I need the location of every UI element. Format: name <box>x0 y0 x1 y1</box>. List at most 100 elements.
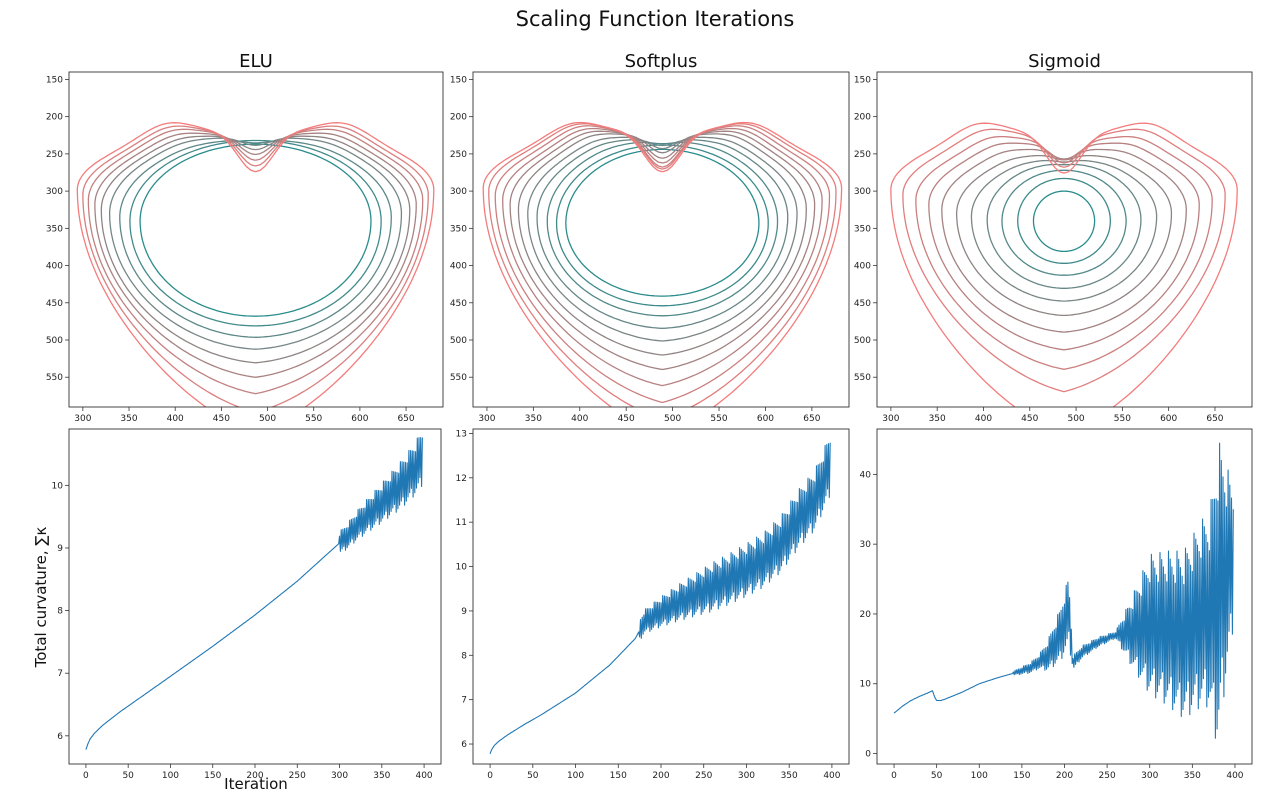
y-tick-label: 300 <box>854 187 871 197</box>
x-tick-label: 400 <box>1226 771 1243 781</box>
y-tick-label: 9 <box>461 607 467 617</box>
series-line <box>85 437 423 750</box>
y-tick-label: 450 <box>854 299 871 309</box>
contour-line <box>986 163 1142 289</box>
axes-frame <box>68 428 442 765</box>
y-tick-label: 200 <box>46 113 63 123</box>
x-tick-label: 400 <box>415 771 432 781</box>
y-tick-label: 400 <box>46 262 63 272</box>
y-tick-label: 150 <box>854 75 871 85</box>
y-tick-label: 500 <box>46 336 63 346</box>
panel-sigmoid-contours: Sigmoid 300 350 400 450 500 550 600 650 150 200 250… <box>854 51 1253 424</box>
contour-line <box>494 125 831 404</box>
contour-line <box>509 130 816 371</box>
x-tick-label: 450 <box>618 414 635 424</box>
contour-line <box>82 125 429 407</box>
contour-line <box>139 143 372 317</box>
series-line <box>893 442 1234 739</box>
panel-title-softplus: Softplus <box>625 51 698 72</box>
y-tick-label: 150 <box>46 75 63 85</box>
series-line <box>489 442 831 754</box>
x-tick-label: 500 <box>1067 414 1084 424</box>
axes-frame <box>68 71 444 408</box>
x-axis-label: Iteration <box>224 775 288 793</box>
y-tick-label: 500 <box>854 336 871 346</box>
contour-line <box>915 135 1213 370</box>
y-tick-label: 11 <box>456 518 467 528</box>
panel-title-elu: ELU <box>239 51 273 72</box>
x-tick-label: 550 <box>305 414 322 424</box>
x-tick-label: 350 <box>525 414 542 424</box>
x-tick-label: 450 <box>1021 414 1038 424</box>
y-tick-label: 20 <box>860 610 872 620</box>
panel-elu-contours: ELU 300 350 400 450 500 550 600 650 150 200 250 300 3… <box>46 51 444 424</box>
x-tick-label: 450 <box>213 414 230 424</box>
x-tick-label: 350 <box>373 771 390 781</box>
contour-line <box>87 128 424 395</box>
x-tick-label: 200 <box>1056 771 1073 781</box>
x-tick-label: 400 <box>975 414 992 424</box>
plot-area <box>893 442 1234 739</box>
contour-line <box>94 132 417 378</box>
contour-line <box>555 144 769 307</box>
contour-line <box>565 148 760 297</box>
contour-line <box>108 137 403 350</box>
x-tick-label: 600 <box>757 414 774 424</box>
x-tick-label: 650 <box>803 414 820 424</box>
contour-line <box>546 141 779 317</box>
contour-line <box>100 135 411 364</box>
y-tick-label: 7 <box>57 669 63 679</box>
contour-line <box>517 133 807 356</box>
x-tick-label: 300 <box>738 771 755 781</box>
contour-line <box>941 148 1187 333</box>
y-axis-label: Total curvature, ∑κ <box>32 526 50 668</box>
y-tick-label: 550 <box>46 373 63 383</box>
x-tick-label: 150 <box>610 771 627 781</box>
x-tick-label: 400 <box>167 414 184 424</box>
x-tick-label: 600 <box>1160 414 1177 424</box>
panel-title-sigmoid: Sigmoid <box>1028 51 1101 72</box>
contour-line <box>119 140 392 338</box>
y-tick-label: 550 <box>450 373 467 383</box>
plot-area <box>76 122 435 407</box>
contour-line <box>76 122 435 407</box>
x-tick-label: 300 <box>331 771 348 781</box>
y-tick-label: 8 <box>461 651 467 661</box>
y-tick-label: 350 <box>46 224 63 234</box>
contour-line <box>1017 177 1111 264</box>
y-tick-label: 9 <box>57 544 63 554</box>
contour-line <box>955 154 1173 317</box>
y-tick-label: 250 <box>450 150 467 160</box>
y-tick-label: 12 <box>456 474 467 484</box>
y-tick-label: 10 <box>860 680 872 690</box>
axes-frame <box>472 71 850 408</box>
x-tick-label: 50 <box>527 771 539 781</box>
contour-line <box>527 136 798 342</box>
y-tick-label: 300 <box>450 187 467 197</box>
panel-elu-curvature: 0 50 100 150 200 250 300 350 400 6 7 8 9 10 <box>52 428 442 781</box>
x-tick-label: 100 <box>567 771 584 781</box>
x-tick-label: 400 <box>571 414 588 424</box>
y-tick-label: 150 <box>450 75 467 85</box>
x-tick-label: 550 <box>1114 414 1131 424</box>
x-tick-label: 650 <box>1206 414 1223 424</box>
x-tick-label: 350 <box>929 414 946 424</box>
contour-line <box>890 122 1238 407</box>
x-tick-label: 600 <box>351 414 368 424</box>
plot-area <box>489 442 831 754</box>
x-tick-label: 0 <box>891 771 897 781</box>
y-tick-label: 10 <box>52 481 64 491</box>
x-tick-label: 350 <box>120 414 137 424</box>
y-tick-label: 200 <box>450 113 467 123</box>
contour-line <box>482 121 843 407</box>
y-tick-label: 0 <box>865 750 871 760</box>
contour-line <box>1001 169 1127 276</box>
x-tick-label: 100 <box>162 771 179 781</box>
axes-frame <box>472 428 850 765</box>
contour-line <box>129 139 382 327</box>
y-tick-label: 300 <box>46 187 63 197</box>
y-tick-label: 200 <box>854 113 871 123</box>
x-tick-label: 100 <box>971 771 988 781</box>
plot-area <box>85 437 423 750</box>
y-tick-label: 10 <box>456 563 468 573</box>
